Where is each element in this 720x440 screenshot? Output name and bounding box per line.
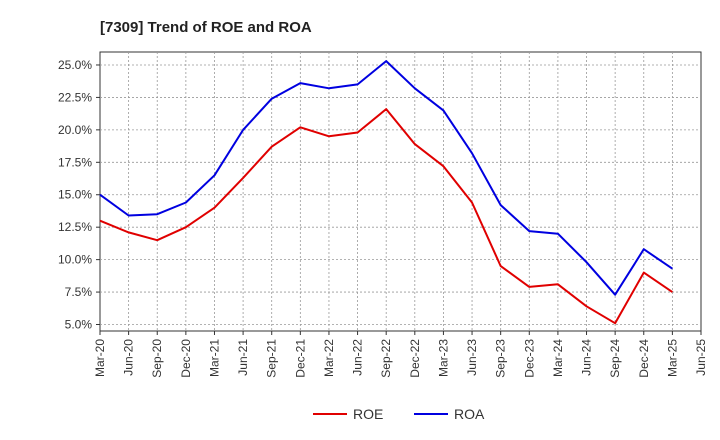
x-tick-label: Dec-21 — [293, 339, 307, 378]
x-axis: Mar-20 Jun-20 Sep-20 Dec-20 Mar-21 Jun-21 Sep-… — [93, 331, 708, 378]
x-tick-label: Jun-22 — [351, 339, 365, 376]
series-line-roa — [99, 60, 673, 296]
x-tick-label: Sep-20 — [150, 339, 164, 378]
legend-label-roe: ROE — [353, 406, 383, 422]
x-tick-label: Dec-20 — [179, 339, 193, 378]
x-tick-label: Jun-24 — [580, 339, 594, 376]
y-tick-label: 25.0% — [58, 58, 92, 72]
x-tick-label: Jun-21 — [236, 339, 250, 376]
x-tick-label: Sep-21 — [265, 339, 279, 378]
y-tick-label: 20.0% — [58, 123, 92, 137]
plot-border — [99, 51, 702, 332]
y-tick-label: 5.0% — [65, 318, 93, 332]
x-tick-label: Mar-22 — [322, 339, 336, 377]
chart-title: [7309] Trend of ROE and ROA — [100, 19, 312, 36]
y-axis: 5.0% 7.5% 10.0% 12.5% 15.0% 17.5% 20.0% 22.5% 25… — [58, 58, 100, 332]
x-tick-label: Jun-20 — [122, 339, 136, 376]
legend-label-roa: ROA — [454, 406, 485, 422]
x-tick-label: Mar-24 — [551, 339, 565, 377]
x-tick-label: Mar-20 — [93, 339, 107, 377]
x-tick-label: Dec-23 — [522, 339, 536, 378]
y-tick-label: 22.5% — [58, 90, 92, 104]
x-tick-label: Sep-24 — [608, 339, 622, 378]
x-tick-label: Dec-22 — [408, 339, 422, 378]
series-line-roe — [99, 108, 673, 325]
legend: ROE ROA — [313, 406, 485, 422]
x-tick-label: Sep-22 — [379, 339, 393, 378]
x-tick-label: Dec-24 — [637, 339, 651, 378]
x-tick-label: Jun-23 — [465, 339, 479, 376]
y-tick-label: 17.5% — [58, 155, 92, 169]
series-lines — [99, 60, 673, 325]
x-tick-label: Jun-25 — [694, 339, 708, 376]
y-tick-label: 10.0% — [58, 253, 92, 267]
grid — [100, 52, 701, 331]
x-tick-label: Mar-21 — [207, 339, 221, 377]
x-tick-label: Mar-25 — [665, 339, 679, 377]
x-tick-label: Sep-23 — [494, 339, 508, 378]
plot-area — [99, 51, 702, 332]
y-tick-label: 15.0% — [58, 188, 92, 202]
x-tick-label: Mar-23 — [436, 339, 450, 377]
y-tick-label: 7.5% — [65, 285, 93, 299]
y-tick-label: 12.5% — [58, 220, 92, 234]
